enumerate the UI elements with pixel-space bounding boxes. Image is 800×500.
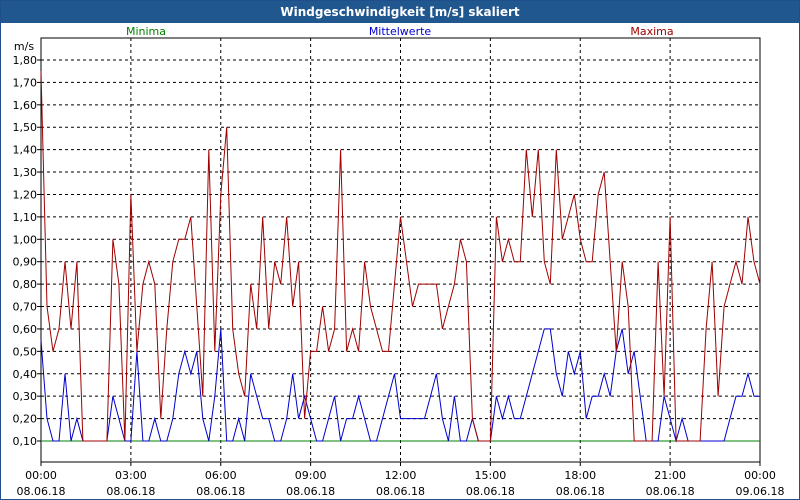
y-tick-label: 1,40 — [13, 144, 38, 157]
x-tick-date: 09.06.18 — [736, 485, 785, 498]
y-tick-label: 0,80 — [13, 278, 38, 291]
series-lines — [40, 71, 761, 443]
legend-mittelwerte: Mittelwerte — [369, 25, 432, 38]
y-tick-label: 0,90 — [13, 256, 38, 269]
x-tick-time: 03:00 — [115, 469, 147, 482]
x-tick-date: 08.06.18 — [17, 485, 66, 498]
y-tick-label: 0,70 — [13, 301, 38, 314]
y-tick-label: 0,10 — [13, 435, 38, 448]
y-tick-label: 0,20 — [13, 413, 38, 426]
x-tick-date: 08.06.18 — [286, 485, 335, 498]
y-tick-label: 0,30 — [13, 390, 38, 403]
y-tick-label: 1,60 — [13, 99, 38, 112]
y-axis-label: m/s — [14, 40, 34, 53]
grid-lines — [41, 38, 760, 462]
y-tick-label: 1,50 — [13, 121, 38, 134]
x-tick-date: 08.06.18 — [556, 485, 605, 498]
y-tick-label: 0,40 — [13, 368, 38, 381]
y-tick-label: 0,50 — [13, 345, 38, 358]
series-line-mittelwerte — [40, 328, 760, 443]
y-tick-label: 0,60 — [13, 323, 38, 336]
x-tick-time: 12:00 — [385, 469, 417, 482]
y-tick-label: 1,70 — [13, 76, 38, 89]
x-tick-time: 00:00 — [744, 469, 776, 482]
x-tick-time: 21:00 — [654, 469, 686, 482]
x-tick-time: 00:00 — [25, 469, 57, 482]
y-tick-label: 1,10 — [13, 211, 38, 224]
legend-maxima: Maxima — [630, 25, 673, 38]
y-tick-label: 1,80 — [13, 54, 38, 67]
chart-title: Windgeschwindigkeit [m/s] skaliert — [1, 1, 799, 23]
y-tick-label: 1,00 — [13, 233, 38, 246]
y-tick-label: 1,30 — [13, 166, 38, 179]
x-tick-date: 08.06.18 — [466, 485, 515, 498]
y-axis-ticks: 0,10 0,20 0,30 0,40 0,50 0,60 0,70 0,80 0,90 1,00… — [13, 54, 41, 448]
x-tick-time: 15:00 — [475, 469, 507, 482]
x-axis-ticks: 00:00 08.06.18 03:00 08.06.18 06:00 08.06.18 0… — [17, 462, 785, 498]
x-tick-time: 18:00 — [564, 469, 596, 482]
x-tick-date: 08.06.18 — [106, 485, 155, 498]
x-tick-time: 09:00 — [295, 469, 327, 482]
series-line-maxima — [40, 71, 761, 442]
y-tick-label: 1,20 — [13, 188, 38, 201]
x-tick-date: 08.06.18 — [196, 485, 245, 498]
x-tick-date: 08.06.18 — [376, 485, 425, 498]
legend-minima: Minima — [126, 25, 166, 38]
x-tick-time: 06:00 — [205, 469, 237, 482]
x-tick-date: 08.06.18 — [646, 485, 695, 498]
